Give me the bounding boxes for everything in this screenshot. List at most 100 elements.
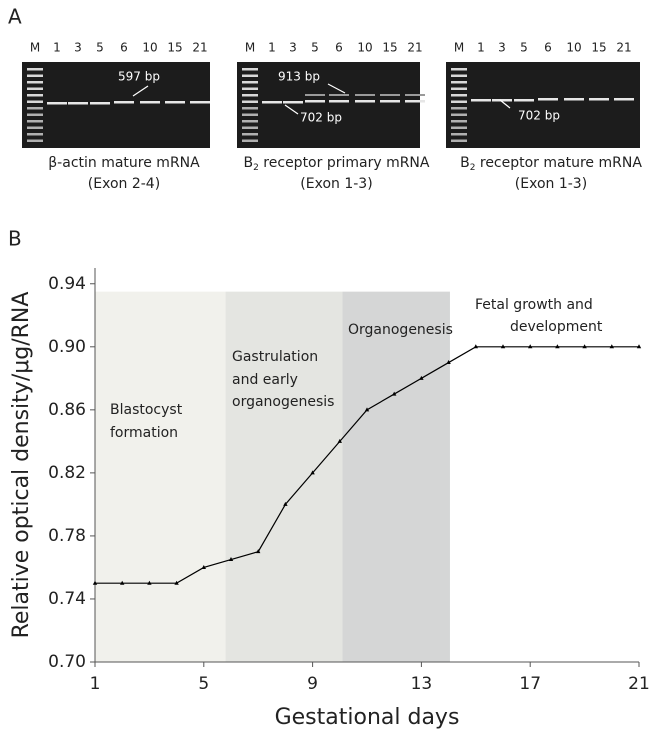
ladder-band: [451, 94, 467, 97]
lane-label: 15: [591, 41, 606, 55]
ladder-band: [27, 88, 43, 91]
lane-label: 6: [120, 41, 128, 55]
lane-label: 3: [289, 41, 297, 55]
lane-label: M: [245, 41, 255, 55]
x-tick-label: 21: [628, 674, 650, 694]
phase-label: Blastocyst: [110, 402, 183, 418]
lane-label: 6: [544, 41, 552, 55]
lane-label: 6: [335, 41, 343, 55]
phase-region: [343, 292, 450, 662]
ladder-band: [451, 140, 467, 143]
lane-label: 5: [311, 41, 319, 55]
gel-caption: β-actin mature mRNA: [48, 155, 200, 171]
ladder-band: [27, 101, 43, 104]
gel-band: [380, 100, 400, 103]
y-tick-label: 0.90: [48, 337, 86, 357]
gel-band: [262, 101, 282, 104]
lane-label: 21: [616, 41, 631, 55]
ladder-band: [242, 107, 258, 110]
lane-label: M: [30, 41, 40, 55]
gel-band: [514, 99, 534, 102]
ladder-band: [242, 133, 258, 136]
gel-band: [471, 99, 491, 102]
ladder-band: [451, 127, 467, 130]
gel-band: [405, 100, 425, 103]
gel-caption: B2 receptor primary mRNA: [244, 155, 430, 173]
x-axis-title: Gestational days: [275, 705, 460, 730]
ladder-band: [27, 68, 43, 71]
x-tick-label: 17: [519, 674, 541, 694]
y-tick-label: 0.82: [48, 463, 86, 483]
lane-label: 3: [498, 41, 506, 55]
gel-band: [329, 100, 349, 103]
ladder-band: [242, 101, 258, 104]
ladder-band: [242, 81, 258, 84]
ladder-band: [242, 120, 258, 123]
panel-label: A: [8, 5, 22, 29]
ladder-band: [242, 114, 258, 117]
y-tick-label: 0.86: [48, 400, 86, 420]
panel-label: B: [8, 227, 22, 251]
phase-label: formation: [110, 425, 178, 441]
lane-label: 15: [382, 41, 397, 55]
gel-band: [283, 101, 303, 104]
ladder-band: [451, 81, 467, 84]
gel-band: [538, 98, 558, 101]
gel-band: [305, 94, 325, 96]
x-tick-label: 13: [411, 674, 433, 694]
ladder-band: [451, 101, 467, 104]
lane-label: 21: [192, 41, 207, 55]
ladder-band: [27, 127, 43, 130]
gel-image: [22, 62, 210, 148]
gel-caption: (Exon 2-4): [88, 176, 160, 192]
ladder-band: [451, 114, 467, 117]
y-tick-label: 0.94: [48, 274, 86, 294]
caption-part: B: [460, 155, 470, 171]
figure: A M1356101521597 bpβ-actin mature mRNA(E…: [0, 0, 652, 731]
phase-label: organogenesis: [232, 394, 334, 410]
lane-label: 1: [53, 41, 61, 55]
caption-part: B: [244, 155, 254, 171]
gel-band: [68, 102, 88, 105]
gel-band: [90, 102, 110, 105]
gel-band: [114, 101, 134, 104]
caption-part: receptor mature mRNA: [475, 155, 642, 171]
ladder-band: [27, 94, 43, 97]
y-tick-label: 0.70: [48, 652, 86, 672]
gel-band: [405, 94, 425, 96]
x-tick-label: 1: [90, 674, 101, 694]
band-size-label: 597 bp: [118, 70, 160, 84]
gel-band: [305, 100, 325, 103]
ladder-band: [27, 75, 43, 78]
lane-label: 15: [167, 41, 182, 55]
ladder-band: [27, 133, 43, 136]
gel-band: [614, 98, 634, 101]
ladder-band: [242, 75, 258, 78]
lane-label: 5: [520, 41, 528, 55]
gel-band: [190, 101, 210, 104]
y-axis-title: Relative optical density/μg/RNA: [9, 292, 34, 639]
x-tick-label: 5: [198, 674, 209, 694]
phase-region: [226, 292, 343, 662]
x-tick-label: 9: [307, 674, 318, 694]
lane-label: 3: [74, 41, 82, 55]
ladder-band: [27, 107, 43, 110]
lane-label: 10: [566, 41, 581, 55]
gel-band: [47, 102, 67, 105]
caption-part: receptor primary mRNA: [259, 155, 430, 171]
ladder-band: [451, 68, 467, 71]
lane-label: 5: [96, 41, 104, 55]
y-tick-label: 0.78: [48, 526, 86, 546]
phase-label: Fetal growth and: [475, 297, 593, 313]
ladder-band: [451, 107, 467, 110]
band-size-label: 702 bp: [300, 111, 342, 125]
gel-band: [140, 101, 160, 104]
phase-label: development: [510, 319, 603, 335]
ladder-band: [27, 140, 43, 143]
ladder-band: [242, 127, 258, 130]
lane-label: 1: [477, 41, 485, 55]
gel-band: [355, 94, 375, 96]
lane-label: 21: [407, 41, 422, 55]
ladder-band: [242, 68, 258, 71]
lane-label: 10: [142, 41, 157, 55]
